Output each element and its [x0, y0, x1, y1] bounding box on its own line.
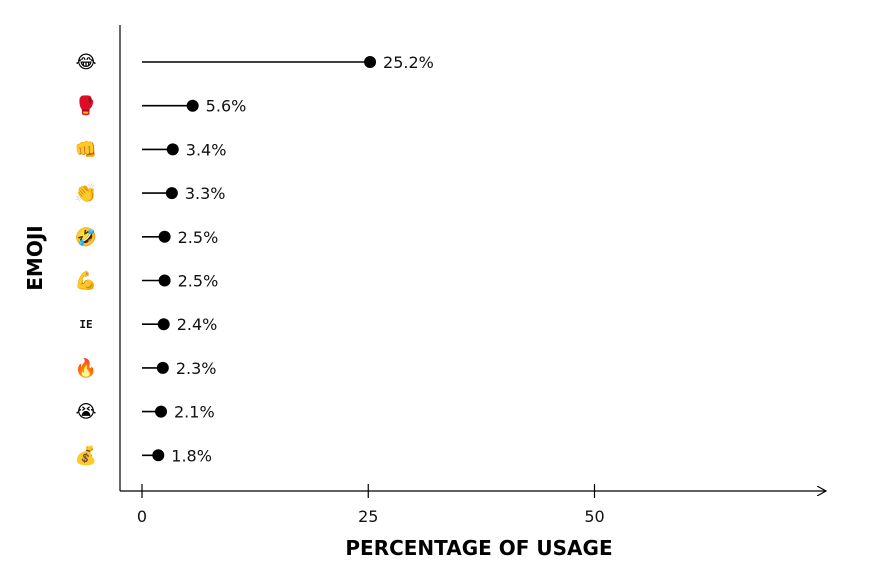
value-label: 2.3%: [176, 359, 217, 378]
dots: [152, 56, 377, 462]
value-label: 2.5%: [178, 228, 219, 247]
boxing-glove-emoji-label: 🥊: [75, 95, 97, 117]
dot: [165, 187, 178, 200]
value-labels: 25.2% 5.6% 3.4% 3.3% 2.5% 2.5% 2.4% 2.3% 2.1% 1.8…: [171, 53, 434, 465]
value-label: 2.5%: [178, 272, 219, 291]
dot: [158, 274, 171, 287]
ie-text-label: IE: [79, 318, 92, 331]
x-axis-ticks: 0 25 50: [137, 484, 605, 526]
value-label: 3.4%: [186, 140, 227, 159]
money-bag-emoji-label: 💰: [75, 444, 97, 466]
value-label: 2.1%: [174, 403, 215, 422]
oncoming-fist-emoji-label: 👊: [75, 139, 97, 160]
clapping-hands-emoji-label: 👏: [75, 182, 97, 204]
dot: [156, 361, 169, 374]
x-tick-label: 50: [584, 507, 604, 526]
x-tick-label: 0: [137, 507, 147, 526]
stems: [142, 61, 371, 457]
dot: [364, 56, 377, 68]
x-axis-title: PERCENTAGE OF USAGE: [345, 536, 612, 560]
tears-of-joy-emoji-label: 😂: [75, 52, 96, 73]
dot: [157, 318, 170, 331]
value-label: 2.4%: [177, 315, 218, 334]
value-label: 3.3%: [185, 184, 226, 203]
fire-emoji-label: 🔥: [75, 357, 97, 379]
x-tick-label: 25: [358, 507, 378, 526]
dot: [158, 230, 171, 243]
value-label: 5.6%: [206, 97, 247, 116]
dot: [155, 405, 168, 418]
value-label: 1.8%: [171, 446, 212, 465]
y-axis-labels: 😂 🥊 👊 👏 🤣 💪 IE 🔥 😭 💰: [74, 52, 97, 466]
loudly-crying-emoji-label: 😭: [75, 402, 96, 423]
dot: [186, 99, 199, 112]
y-axis-title: EMOJI: [23, 225, 47, 290]
value-label: 25.2%: [383, 53, 434, 72]
dot: [166, 143, 179, 156]
flexed-biceps-emoji-label: 💪: [75, 270, 97, 292]
dot: [152, 449, 165, 462]
rolling-laughing-emoji-label: 🤣: [74, 226, 97, 249]
